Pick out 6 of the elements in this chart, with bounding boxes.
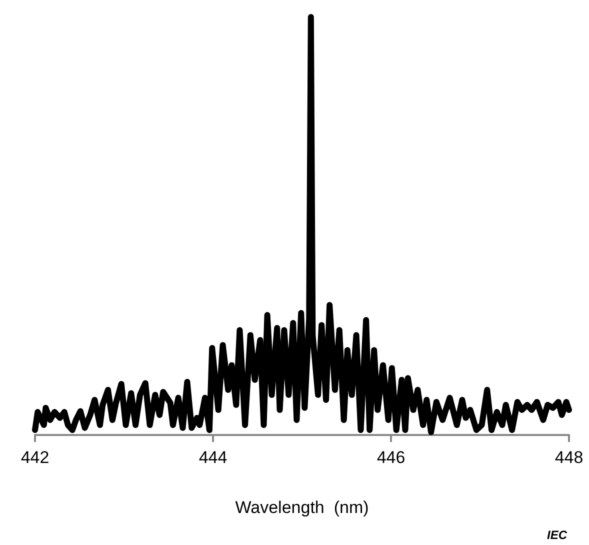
x-tick-label: 446 — [376, 448, 406, 467]
x-tick-label: 442 — [20, 448, 50, 467]
x-axis-title: Wavelength (nm) — [235, 498, 369, 517]
x-tick-label: 444 — [198, 448, 228, 467]
x-tick-label: 448 — [554, 448, 584, 467]
text: IEC — [546, 528, 568, 542]
